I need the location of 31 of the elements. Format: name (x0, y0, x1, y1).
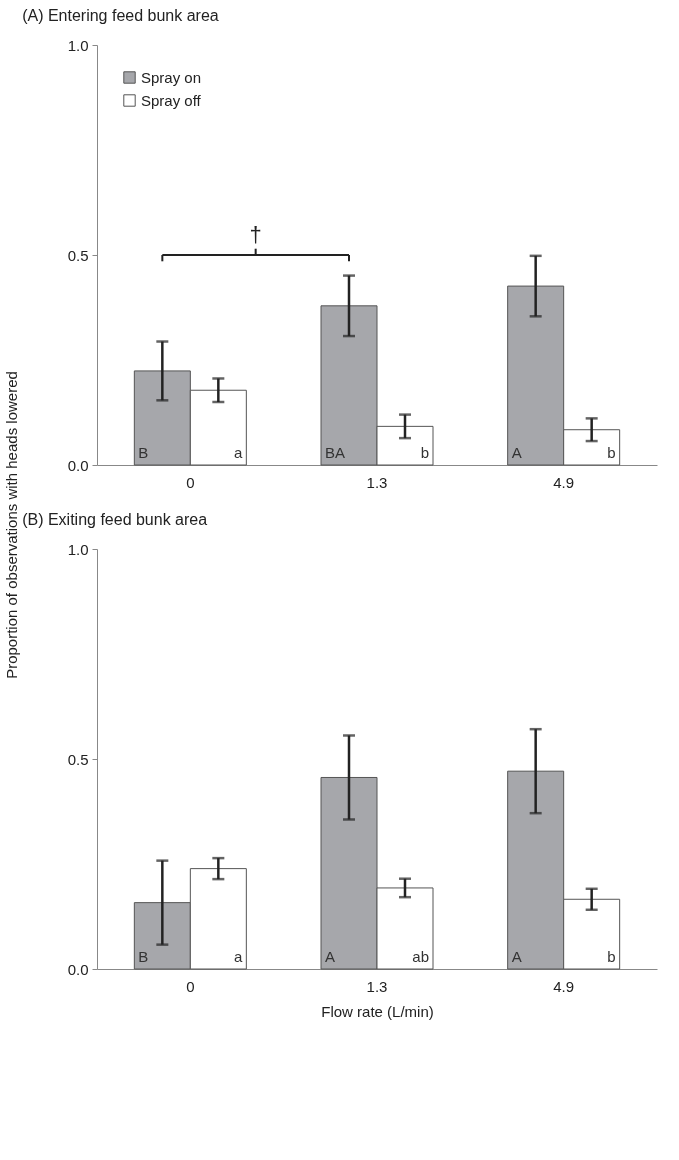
chart-title: (B) Exiting feed bunk area (22, 511, 208, 528)
y-tick-label: 0.0 (67, 960, 89, 978)
chart-title: (A) Entering feed bunk area (22, 7, 219, 24)
x-tick-label: 4.9 (553, 977, 575, 995)
x-axis-title: Flow rate (L/min) (321, 1002, 434, 1020)
data-label: b (420, 444, 429, 461)
data-label: ab (412, 948, 429, 965)
y-tick-label: 0.0 (67, 456, 89, 474)
x-tick-label: 4.9 (553, 473, 575, 491)
annotation: † (249, 221, 262, 247)
y-tick-label: 1.0 (67, 540, 89, 558)
data-label: a (233, 948, 243, 965)
data-label: A (511, 444, 522, 461)
data-label: B (138, 948, 149, 965)
y-tick-label: 1.0 (67, 36, 89, 54)
legend-label: Spray off (141, 91, 202, 109)
data-label: a (233, 444, 243, 461)
data-label: A (325, 948, 336, 965)
legend-label: Spray on (141, 68, 202, 86)
y-tick-label: 0.5 (67, 750, 89, 768)
data-label: B (138, 444, 149, 461)
y-axis-title: Proportion of observations with heads lowered (3, 371, 20, 679)
y-tick-label: 0.5 (67, 246, 89, 264)
x-tick-label: 0 (186, 977, 195, 995)
x-tick-label: 0 (186, 473, 195, 491)
data-label: b (607, 948, 616, 965)
data-label: BA (325, 444, 346, 461)
data-label: b (607, 444, 616, 461)
x-tick-label: 1.3 (366, 473, 388, 491)
x-tick-label: 1.3 (366, 977, 388, 995)
data-label: A (511, 948, 522, 965)
